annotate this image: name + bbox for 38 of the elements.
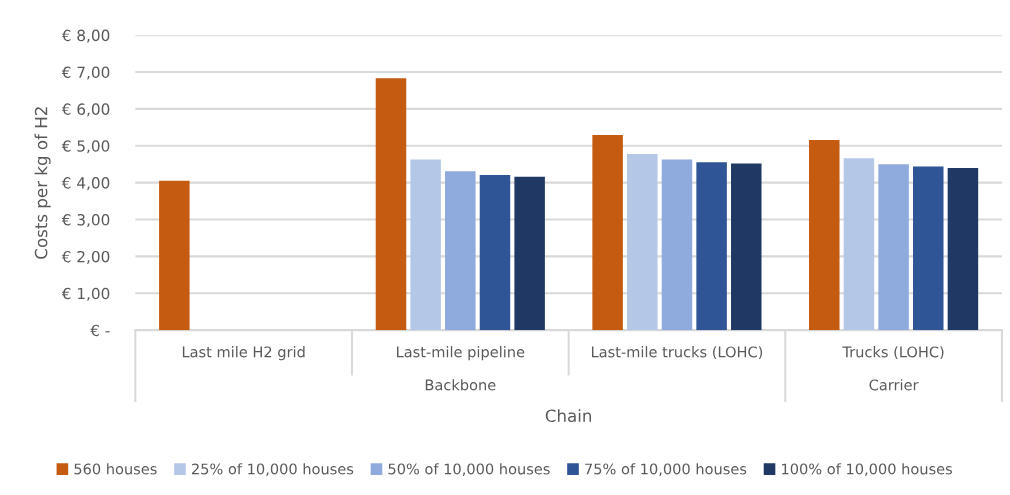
text: Carrier xyxy=(869,379,919,391)
legend-label: 75% of 10,000 houses xyxy=(585,463,747,476)
y-tick-label: € 1,00 xyxy=(61,287,110,301)
y-tick-label: € 7,00 xyxy=(61,66,110,80)
x-tick-label: Trucks (LOHC) xyxy=(842,346,944,360)
x-axis-title: Chain xyxy=(545,409,592,423)
bar xyxy=(947,167,979,331)
bar xyxy=(913,166,944,331)
y-tick-label: € 2,00 xyxy=(61,250,110,264)
y-tick-label: € 5,00 xyxy=(61,140,110,154)
legend-label: 25% of 10,000 houses xyxy=(191,463,354,476)
bar xyxy=(661,159,693,331)
y-tick-label: € 6,00 xyxy=(61,103,110,117)
y-tick-label: € 8,00 xyxy=(61,29,110,43)
y-tick-label: € 4,00 xyxy=(61,177,110,191)
bar xyxy=(445,171,476,331)
y-tick-label: € 3,00 xyxy=(61,214,110,228)
bar xyxy=(696,162,727,331)
x-tick-label: Last-mile trucks (LOHC) xyxy=(591,346,763,360)
y-axis-title: Costs per kg of H2 xyxy=(34,107,51,259)
legend-label: 50% of 10,000 houses xyxy=(388,463,550,476)
bar xyxy=(878,164,909,331)
bar xyxy=(843,158,875,331)
legend-label: 560 houses xyxy=(74,463,157,475)
bar xyxy=(627,153,658,331)
text: Backbone xyxy=(425,379,496,391)
legend-label: 100% of 10,000 houses xyxy=(782,463,953,476)
bar xyxy=(410,159,441,331)
bar xyxy=(375,78,407,331)
x-tick-label: Last mile H2 grid xyxy=(182,346,305,361)
bar xyxy=(809,139,840,331)
bar xyxy=(479,174,511,331)
x-tick-label: Last-mile pipeline xyxy=(397,346,525,361)
y-tick-label: € - xyxy=(90,324,110,337)
bar xyxy=(592,135,623,331)
bar xyxy=(514,176,545,331)
bar xyxy=(159,180,190,331)
bar xyxy=(731,163,762,331)
